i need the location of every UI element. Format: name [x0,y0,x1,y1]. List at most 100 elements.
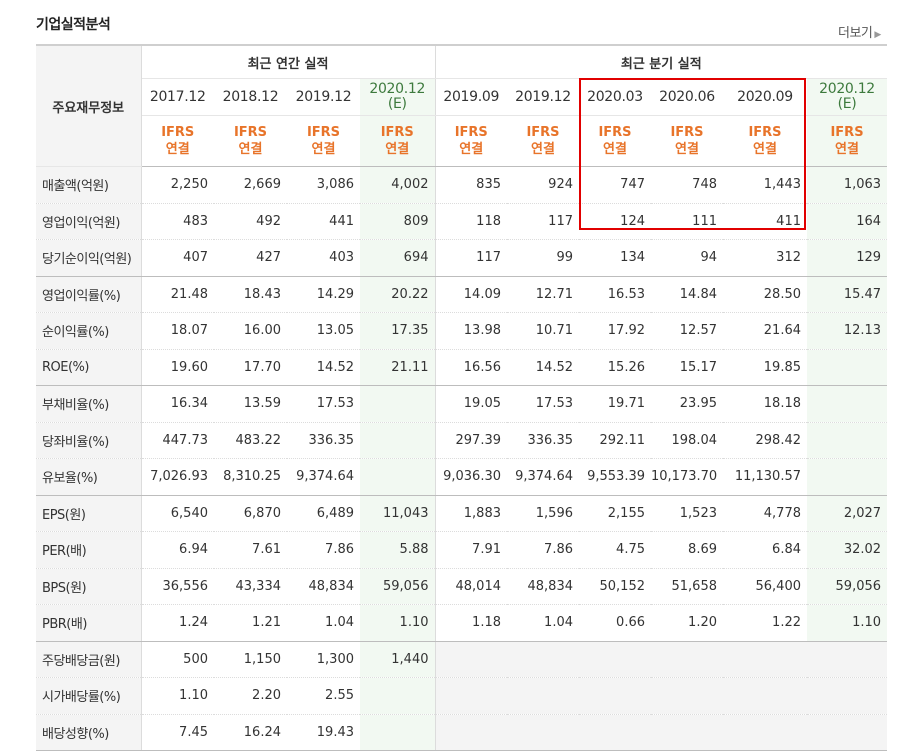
table-cell: 3,086 [287,166,360,204]
table-cell: 23.95 [651,385,723,423]
table-cell: 6.84 [723,531,807,569]
table-cell: 1,300 [287,641,360,678]
period-header: 2020.09 [723,78,807,116]
table-cell: 1.24 [141,604,214,642]
table-cell [360,422,435,459]
table-cell: 21.64 [723,312,807,350]
table-row: PER(배) 6.94 7.61 7.86 5.88 7.91 7.86 4.75 8.69 6.… [36,531,888,569]
table-row: ROE(%) 19.60 17.70 14.52 21.11 16.56 14.52 15.2… [36,349,888,386]
period-label: 2020.12 [819,81,875,97]
table-cell: 6,540 [141,495,214,532]
table-cell: 1,443 [723,166,807,204]
table-cell: 7,026.93 [141,458,214,496]
table-row: 영업이익률(%) 21.48 18.43 14.29 20.22 14.09 12.71 16… [36,276,888,313]
highlight-box [579,78,806,230]
table-cell: 6.94 [141,531,214,569]
table-cell: 14.84 [651,276,723,313]
table-cell: 164 [807,203,888,240]
table-cell: 7.86 [507,531,579,569]
estimate-label: (E) [387,96,407,112]
table-cell [723,641,807,678]
table-cell: 1,150 [214,641,287,678]
ifrs-header: IFRS 연결 [360,115,435,167]
row-label: PER(배) [36,531,142,569]
table-cell [807,641,888,678]
period-header: 2020.12 (E) [360,78,435,116]
period-header: 2018.12 [214,78,287,116]
table-cell: 17.53 [507,385,579,423]
table-cell: 2,155 [579,495,651,532]
table-cell [434,641,507,678]
table-cell: 694 [360,239,435,277]
row-label: 부채비율(%) [36,385,142,423]
table-cell: 14.29 [287,276,360,313]
table-cell: 7.61 [214,531,287,569]
table-cell: 924 [507,166,579,204]
table-cell: 441 [287,203,360,240]
table-row: EPS(원) 6,540 6,870 6,489 11,043 1,883 1,596 2,1… [36,495,888,532]
table-cell: 21.11 [360,349,435,386]
more-label: 더보기 [838,26,873,41]
ifrs-label: IFRS [526,125,560,140]
table-row: 배당성향(%) 7.45 16.24 19.43 [36,714,888,751]
table-cell: 6,870 [214,495,287,532]
table-cell: 18.18 [723,385,807,423]
table-cell: 21.48 [141,276,214,313]
table-row: 영업이익(억원) 483 492 441 809 118 117 124 111 411 164 [36,203,888,240]
table-cell: 11,130.57 [723,458,807,496]
table-cell: 15.17 [651,349,723,386]
more-link[interactable]: 더보기 ▶ [838,22,881,41]
table-cell [360,458,435,496]
table-cell: 7.45 [141,714,214,751]
table-cell [651,714,723,751]
table-cell: 9,374.64 [287,458,360,496]
table-cell: 7.91 [434,531,507,569]
table-cell: 9,374.64 [507,458,579,496]
table-cell: 1,063 [807,166,888,204]
ifrs-label: IFRS [161,125,195,140]
table-row: 시가배당률(%) 1.10 2.20 2.55 [36,677,888,715]
table-cell: 12.71 [507,276,579,313]
table-cell: 336.35 [287,422,360,459]
table-cell: 19.05 [434,385,507,423]
table-cell: 1.22 [723,604,807,642]
table-cell: 483 [141,203,214,240]
table-cell [360,714,435,751]
table-cell: 8.69 [651,531,723,569]
ifrs-label: IFRS [830,125,864,140]
table-cell: 809 [360,203,435,240]
table-cell: 292.11 [579,422,651,459]
table-cell: 1.21 [214,604,287,642]
table-cell: 10.71 [507,312,579,350]
row-label: 주당배당금(원) [36,641,142,678]
period-header: 2019.12 [287,78,360,116]
table-cell [807,677,888,715]
table-cell: 7.86 [287,531,360,569]
section-title: 기업실적분석 [36,17,111,33]
period-header: 2020.06 [651,78,723,116]
row-label: 영업이익(억원) [36,203,142,240]
table-cell: 50,152 [579,568,651,605]
table-cell: 117 [507,203,579,240]
table-cell [579,677,651,715]
consolidated-label: 연결 [238,142,263,157]
table-cell: 492 [214,203,287,240]
table-cell: 11,043 [360,495,435,532]
ifrs-header: IFRS 연결 [807,115,888,167]
period-header: 2019.09 [434,78,507,116]
table-cell: 198.04 [651,422,723,459]
ifrs-label: IFRS [748,125,782,140]
ifrs-header: IFRS 연결 [287,115,360,167]
table-row: 부채비율(%) 16.34 13.59 17.53 19.05 17.53 19.71 23.… [36,385,888,423]
table-cell: 15.47 [807,276,888,313]
consolidated-label: 연결 [165,142,190,157]
table-cell: 2,669 [214,166,287,204]
table-cell: 5.88 [360,531,435,569]
table-cell: 19.43 [287,714,360,751]
table-cell: 134 [579,239,651,277]
table-cell [579,714,651,751]
table-row: 당좌비율(%) 447.73 483.22 336.35 297.39 336.35 292… [36,422,888,459]
table-cell [651,641,723,678]
table-cell: 19.71 [579,385,651,423]
ifrs-header: IFRS 연결 [723,115,807,167]
